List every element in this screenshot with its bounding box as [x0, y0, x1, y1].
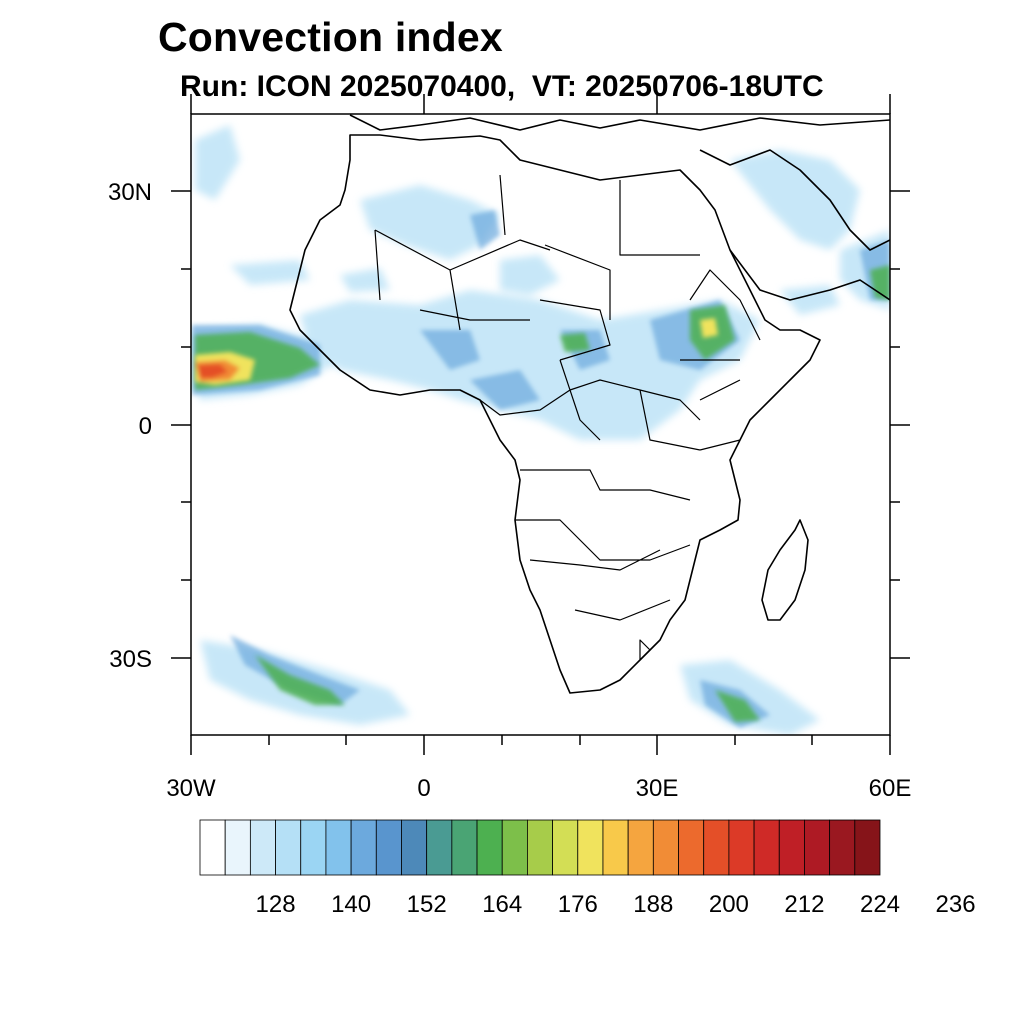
colorbar-swatch: [602, 819, 629, 876]
colorbar-label: 176: [558, 891, 598, 918]
madagascar: [761, 519, 809, 621]
colorbar-swatch: [501, 819, 528, 876]
colorbar-swatch: [401, 819, 428, 876]
colorbar-label: 188: [633, 891, 673, 918]
x-tick-label: 30E: [636, 775, 679, 802]
colorbar-swatch: [350, 819, 377, 876]
colorbar-swatch: [300, 819, 327, 876]
colorbar-swatch: [275, 819, 302, 876]
colorbar-label: 140: [331, 891, 371, 918]
colorbar-swatch: [199, 819, 226, 876]
convection-field: [192, 125, 890, 735]
x-tick-label: 30W: [166, 775, 216, 802]
colorbar-swatch: [527, 819, 553, 876]
colorbar-swatch: [552, 819, 579, 876]
country-borders: [374, 174, 761, 661]
colorbar-swatch: [778, 819, 805, 876]
convection-core: [195, 318, 718, 385]
colorbar-swatch: [753, 819, 780, 876]
colorbar-label: 164: [482, 891, 522, 918]
map-background: [191, 114, 890, 735]
colorbar-label: 128: [256, 891, 296, 918]
arabia-coast: [699, 149, 890, 301]
colorbar-swatch: [703, 819, 730, 876]
colorbar-labels: 128 140 152 164 176 188 200 212 224 236: [256, 891, 976, 918]
colorbar-swatch: [476, 819, 503, 876]
map-subtitle: Run: ICON 2025070400, VT: 20250706-18UTC: [180, 70, 824, 103]
colorbar-label: 200: [709, 891, 749, 918]
y-tick-label: 30S: [109, 646, 152, 673]
y-tick-label: 30N: [108, 179, 152, 206]
colorbar-swatch: [249, 819, 276, 876]
x-axis-labels: 30W 0 30E 60E: [166, 775, 911, 802]
x-tick-label: 0: [417, 775, 430, 802]
colorbar-label: 236: [936, 891, 976, 918]
colorbar-label: 224: [860, 891, 900, 918]
colorbar: [199, 819, 881, 876]
colorbar-swatch: [829, 819, 856, 876]
axis-ticks: [171, 94, 910, 755]
colorbar-swatch: [652, 819, 679, 876]
colorbar-swatch: [375, 819, 402, 876]
colorbar-swatch: [224, 819, 251, 876]
colorbar-swatch: [627, 819, 654, 876]
coastlines-borders: [289, 114, 890, 694]
map-title: Convection index: [158, 14, 503, 60]
colorbar-swatch: [804, 819, 831, 876]
colorbar-swatch: [426, 819, 453, 876]
colorbar-label: 212: [784, 891, 824, 918]
colorbar-swatch: [325, 819, 352, 876]
colorbar-swatch: [451, 819, 478, 876]
africa-coastline: [289, 134, 821, 694]
colorbar-swatch: [577, 819, 604, 876]
y-tick-label: 0: [139, 413, 152, 440]
europe-coast: [349, 114, 890, 131]
colorbar-swatch: [728, 819, 755, 876]
colorbar-swatch: [854, 819, 881, 876]
x-tick-label: 60E: [869, 775, 912, 802]
colorbar-swatch: [678, 819, 705, 876]
colorbar-label: 152: [407, 891, 447, 918]
y-axis-labels: 30N 0 30S: [108, 179, 152, 673]
